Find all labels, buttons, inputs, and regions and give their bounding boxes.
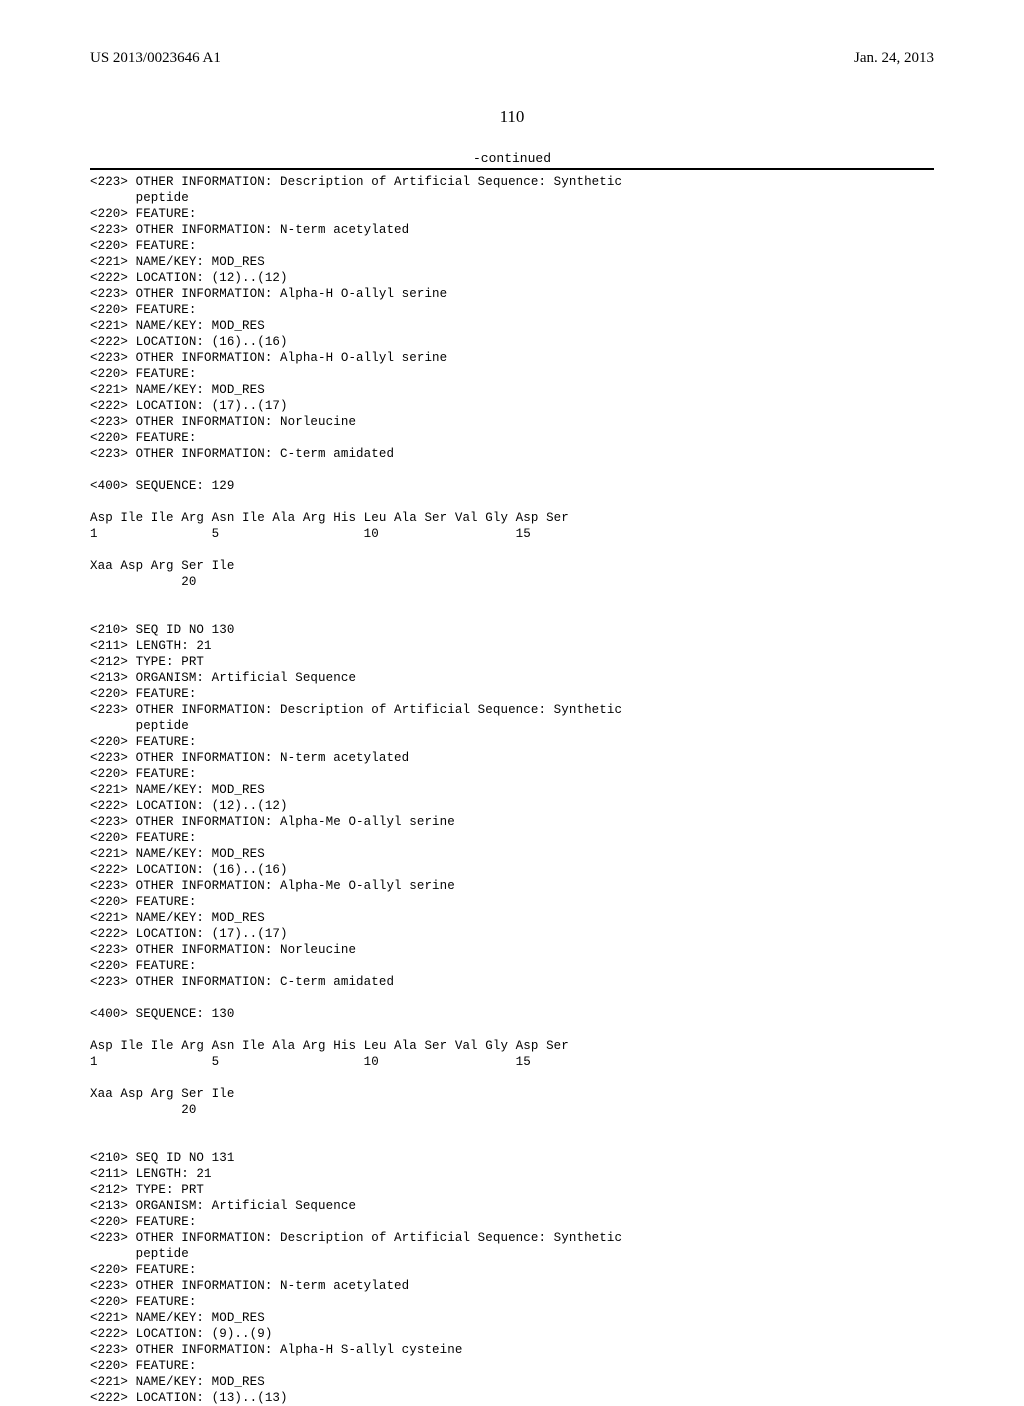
page: US 2013/0023646 A1 Jan. 24, 2013 110 -co… xyxy=(0,0,1024,1320)
page-number: 110 xyxy=(90,107,934,127)
sequence-listing: <223> OTHER INFORMATION: Description of … xyxy=(90,174,934,1406)
publication-number: US 2013/0023646 A1 xyxy=(90,50,221,67)
publication-date: Jan. 24, 2013 xyxy=(854,50,934,67)
header-row: US 2013/0023646 A1 Jan. 24, 2013 xyxy=(90,50,934,67)
divider xyxy=(90,168,934,170)
continued-label: -continued xyxy=(90,151,934,166)
